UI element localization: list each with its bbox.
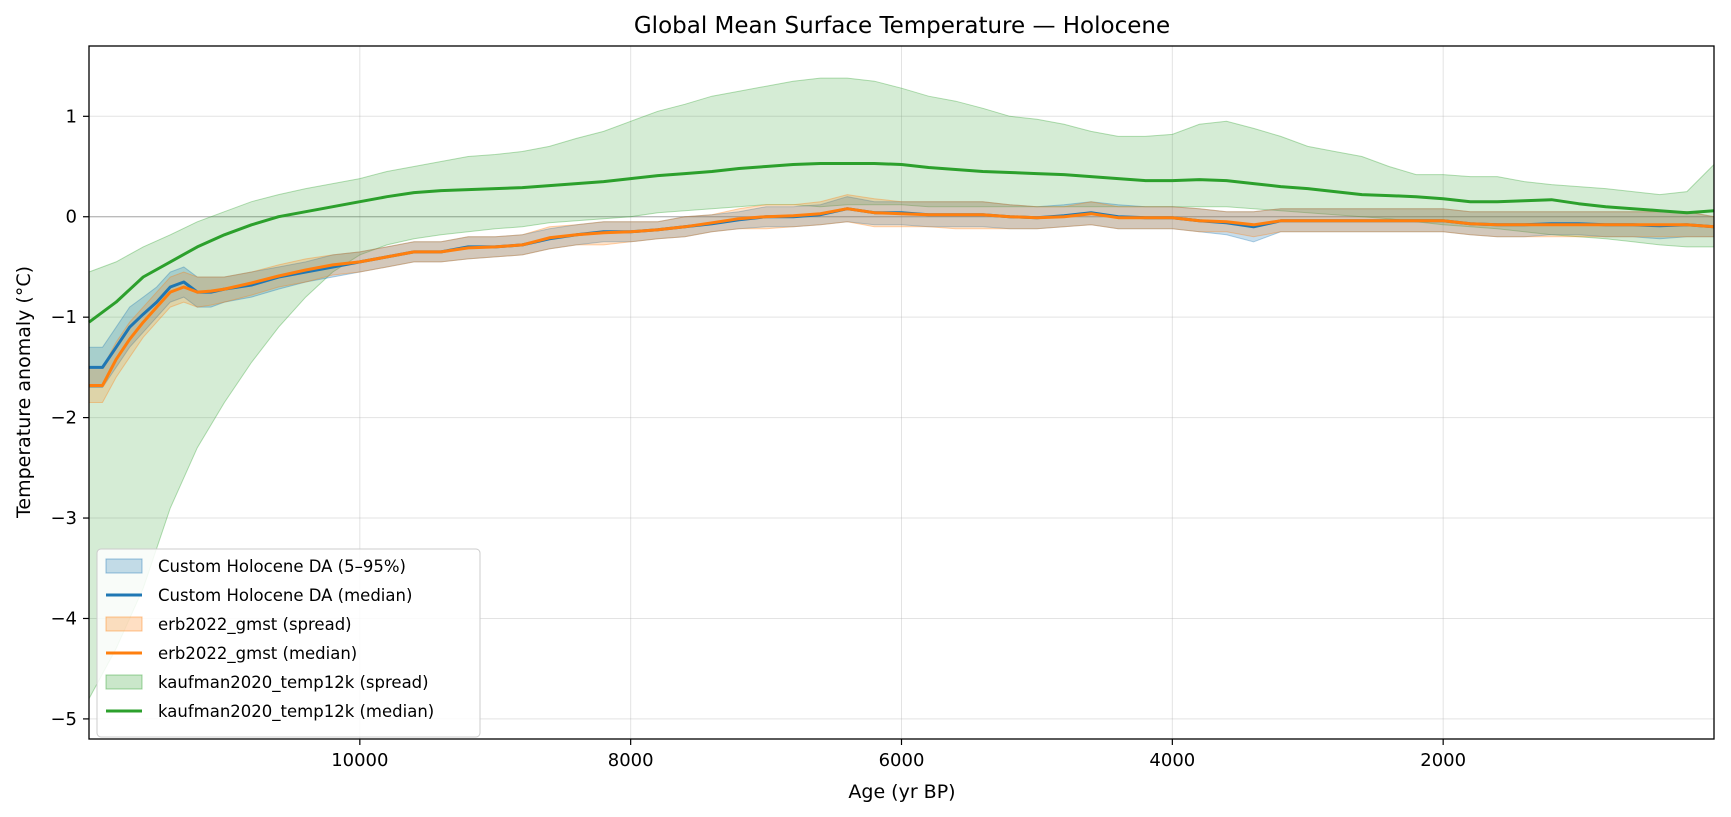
x-tick-label: 10000 <box>331 750 388 771</box>
legend-label: kaufman2020_temp12k (spread) <box>158 673 429 693</box>
legend-label: kaufman2020_temp12k (median) <box>158 702 434 722</box>
y-axis: 1 0 −1 −2 −3 −4 −5 <box>50 106 89 730</box>
y-tick-label: −5 <box>50 709 77 730</box>
y-tick-label: −2 <box>50 408 77 429</box>
y-tick-label: −1 <box>50 307 77 328</box>
legend-swatch <box>105 616 143 632</box>
line-layer <box>88 162 1715 387</box>
y-tick-label: 1 <box>66 106 77 127</box>
x-tick-label: 4000 <box>1149 750 1195 771</box>
x-tick-label: 6000 <box>879 750 925 771</box>
x-axis-label: Age (yr BP) <box>848 781 955 803</box>
legend-swatch <box>105 558 143 574</box>
y-axis-label: Temperature anomaly (°C) <box>13 266 35 519</box>
y-tick-label: −3 <box>50 508 77 529</box>
legend: Custom Holocene DA (5–95%) Custom Holocen… <box>96 548 481 738</box>
x-axis: 10000 8000 6000 4000 2000 <box>331 739 1466 771</box>
x-tick-label: 8000 <box>608 750 654 771</box>
y-tick-label: 0 <box>66 207 77 228</box>
legend-label: erb2022_gmst (spread) <box>158 615 352 635</box>
legend-box <box>96 548 481 738</box>
series-line <box>89 207 1715 387</box>
legend-label: Custom Holocene DA (5–95%) <box>158 557 406 576</box>
legend-label: erb2022_gmst (median) <box>158 644 357 664</box>
series-line <box>88 162 1715 324</box>
legend-label: Custom Holocene DA (median) <box>158 586 412 605</box>
x-tick-label: 2000 <box>1420 750 1466 771</box>
chart-title: Global Mean Surface Temperature — Holoce… <box>634 13 1170 39</box>
y-tick-label: −4 <box>50 608 77 629</box>
legend-swatch <box>105 674 143 690</box>
